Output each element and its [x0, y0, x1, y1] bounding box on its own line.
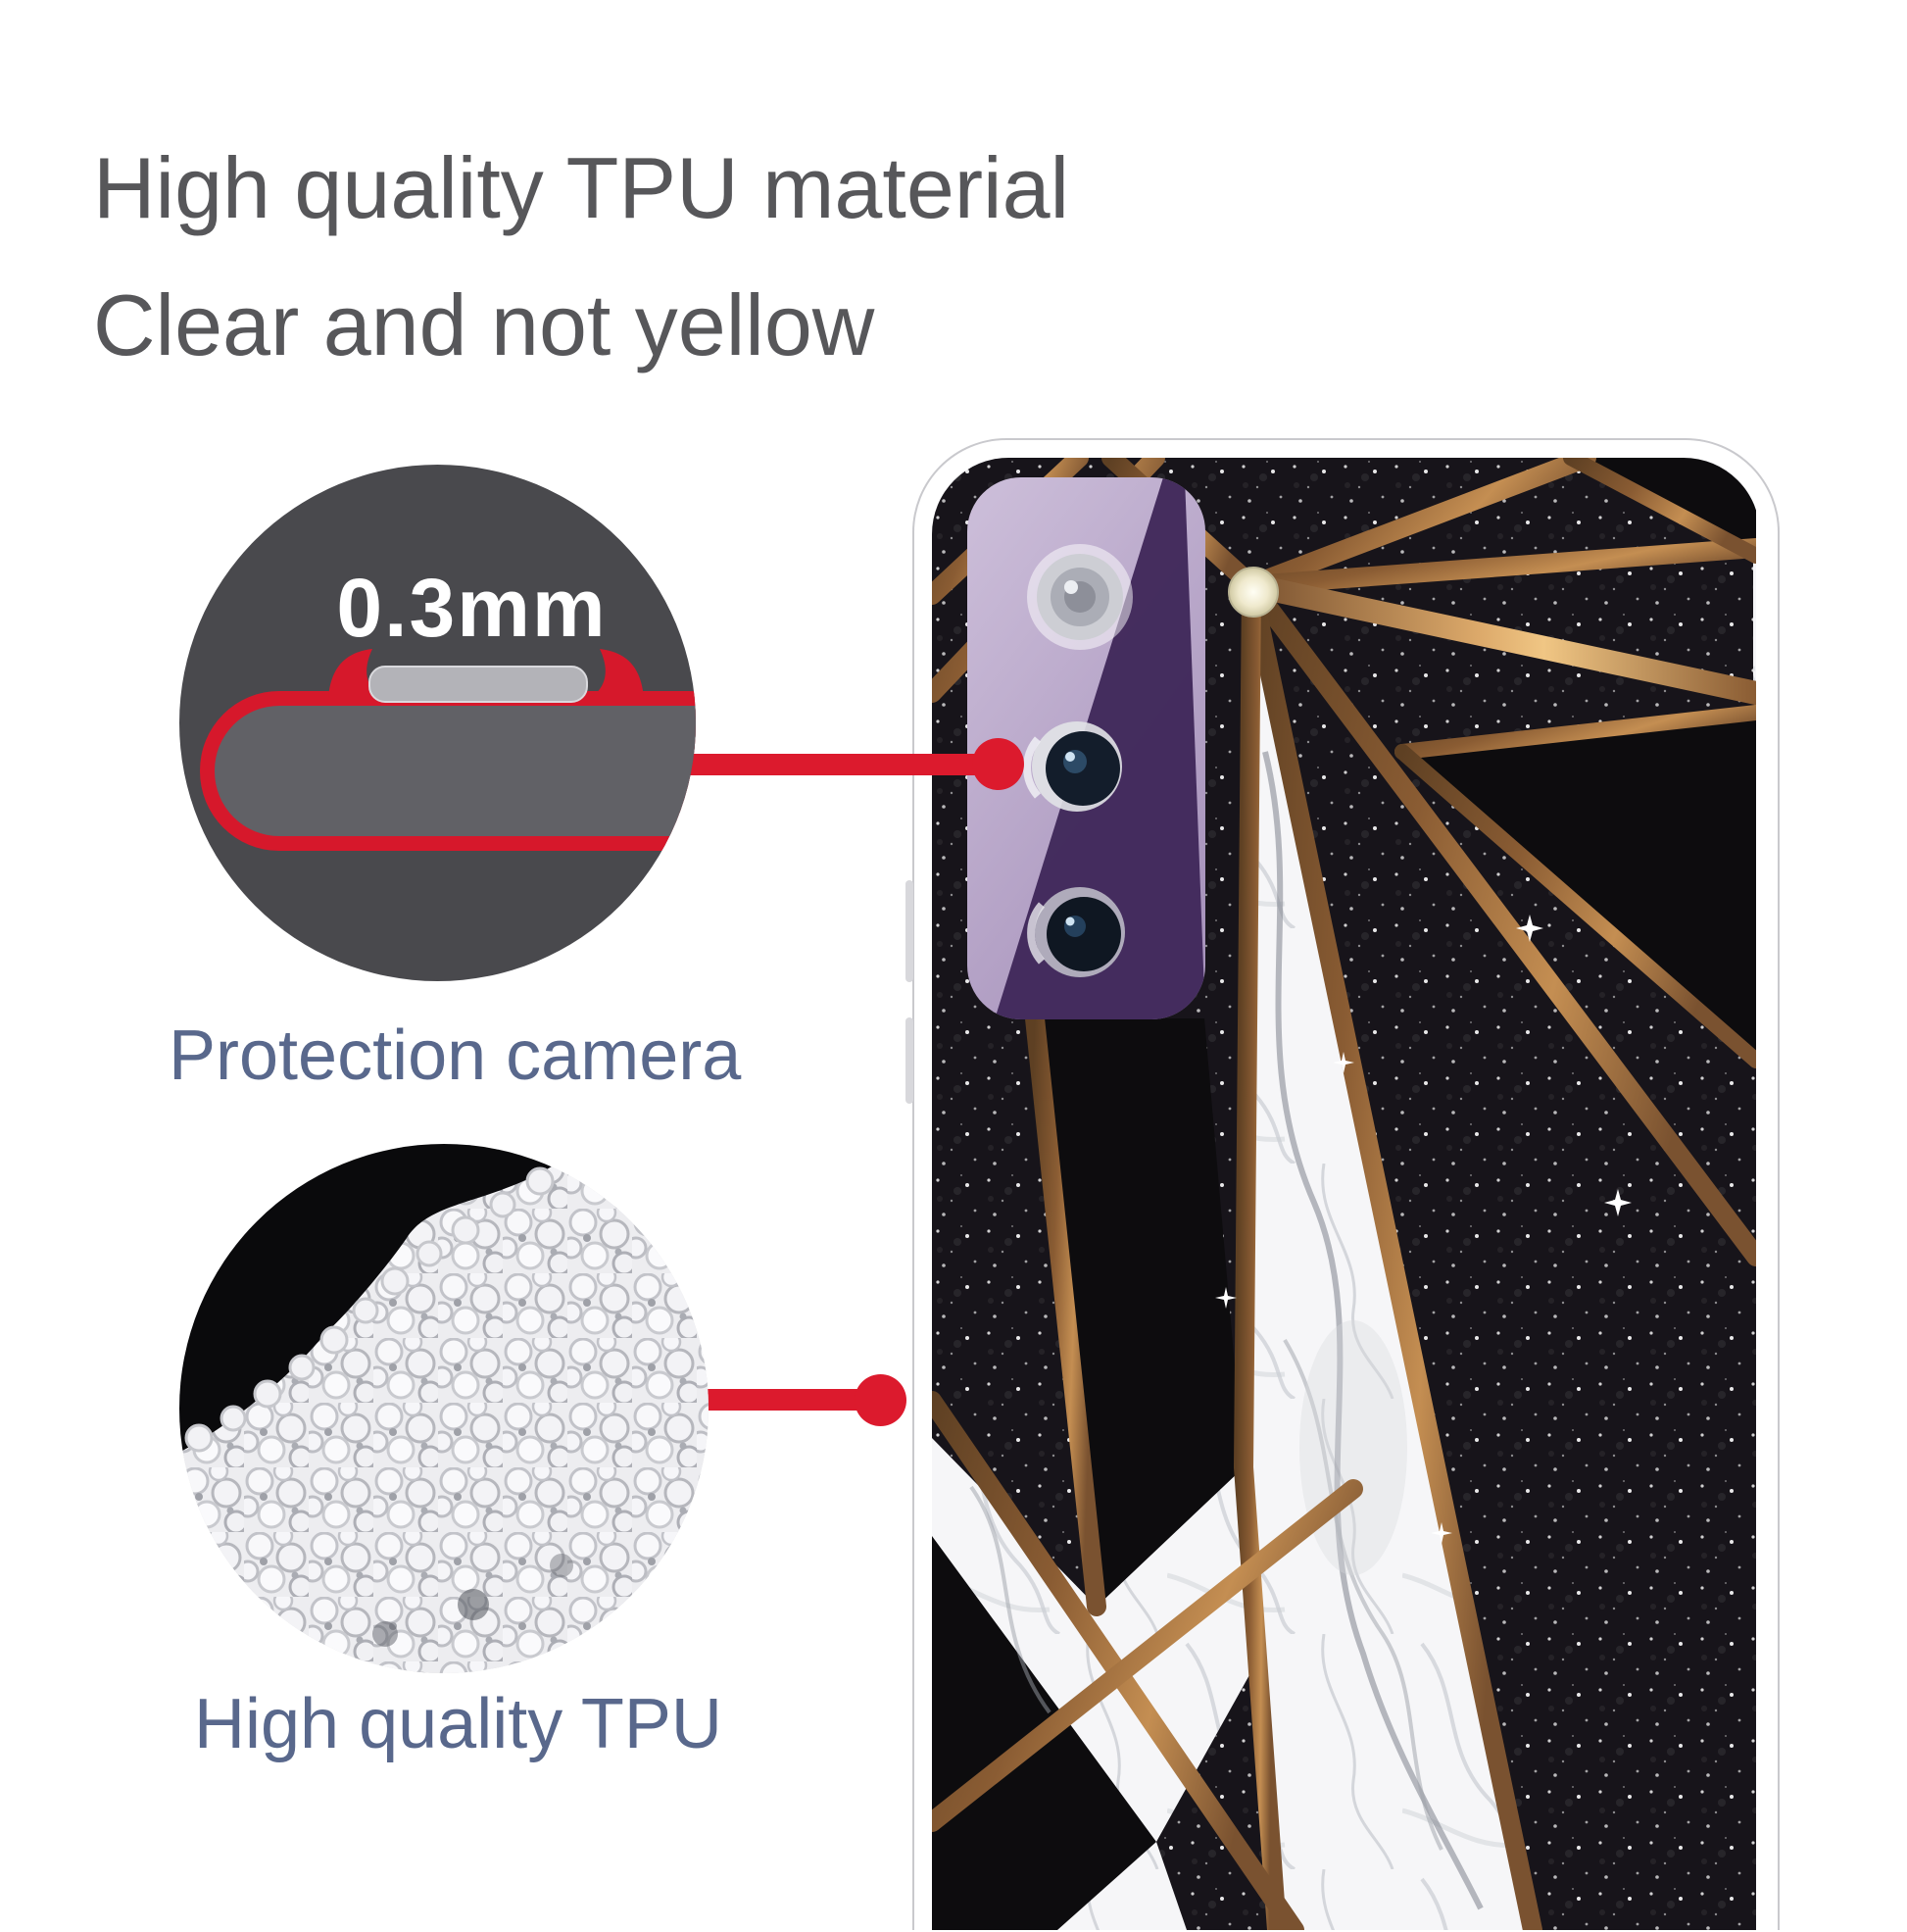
- thickness-callout-circle: 0.3mm: [179, 465, 696, 981]
- camera-lens-bottom-icon: [1027, 887, 1125, 977]
- thickness-badge: 0.3mm: [336, 562, 608, 654]
- protection-camera-label: Protection camera: [169, 1016, 742, 1095]
- volume-button: [905, 880, 913, 982]
- protection-lip-right-icon: [592, 649, 644, 704]
- protection-lip-left-icon: [328, 649, 380, 704]
- case-cross-section-illustration: [200, 649, 696, 851]
- camera-glass-icon: [368, 666, 588, 703]
- marble-pattern: [932, 458, 1760, 1932]
- connector-dot-tpu: [855, 1374, 906, 1426]
- sparkle-icons: [1215, 915, 1632, 1544]
- camera-flash-icon: [1228, 567, 1279, 618]
- headline-line-2: Clear and not yellow: [93, 276, 875, 373]
- camera-module: [967, 477, 1279, 1019]
- connector-line-tpu: [676, 1389, 880, 1411]
- power-button: [905, 1017, 913, 1104]
- camera-lens-middle-icon: [1023, 721, 1122, 812]
- camera-lens-top-icon: [1027, 544, 1133, 650]
- connector-line-camera: [681, 754, 1000, 775]
- case-pattern: [932, 458, 1760, 1932]
- headline-line-1: High quality TPU material: [93, 139, 1070, 236]
- headline: High quality TPU material Clear and not …: [93, 120, 1069, 394]
- phone-case: [912, 438, 1780, 1932]
- connector-dot-camera: [972, 738, 1024, 790]
- high-quality-tpu-label: High quality TPU: [194, 1685, 722, 1763]
- tpu-granules-photo: [179, 1144, 709, 1673]
- tpu-callout-circle: [179, 1144, 709, 1673]
